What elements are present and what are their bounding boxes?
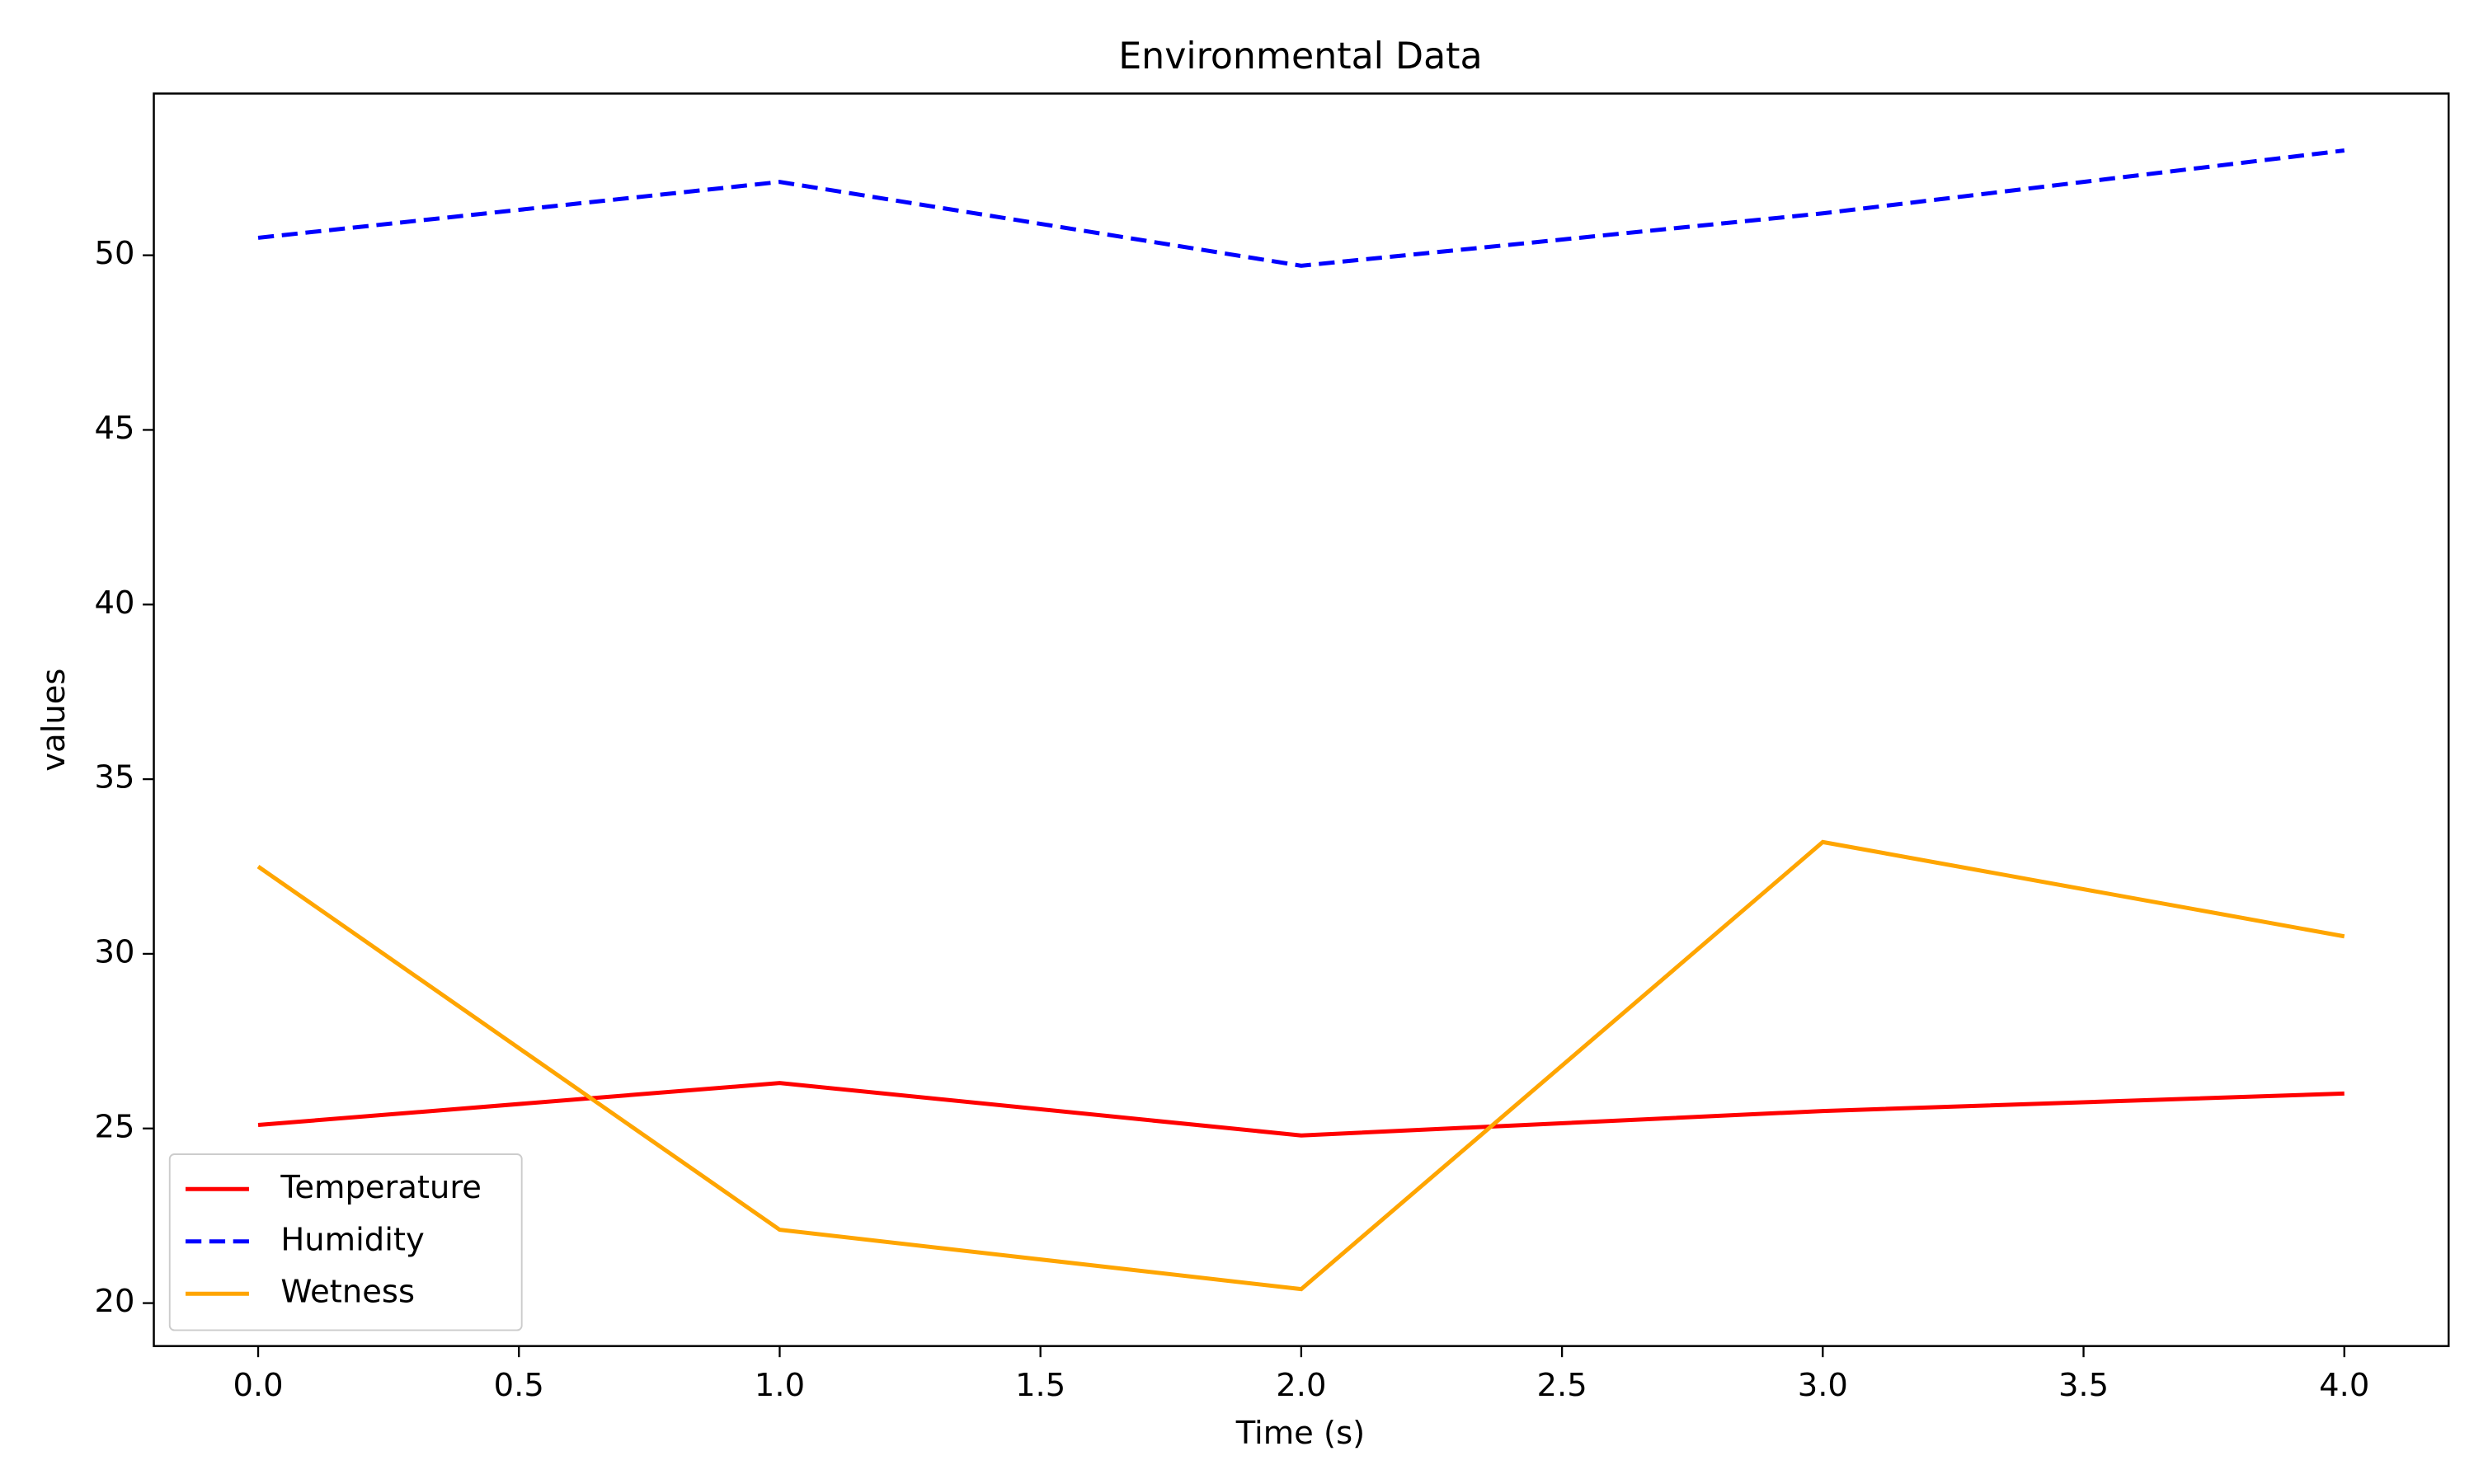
data-line xyxy=(256,839,2345,1292)
data-line xyxy=(257,1081,2345,1138)
y-tick-label: 25 xyxy=(95,1108,135,1145)
x-tick-label: 4.0 xyxy=(2319,1367,2369,1404)
legend-label: Humidity xyxy=(280,1221,424,1258)
data-line xyxy=(257,148,2345,268)
y-tick-label: 45 xyxy=(95,410,135,447)
legend-label: Wetness xyxy=(280,1274,415,1311)
y-tick-label: 30 xyxy=(95,933,135,970)
x-tick-label: 3.5 xyxy=(2058,1367,2109,1404)
legend-label: Temperature xyxy=(280,1169,482,1206)
chart-title: Environmental Data xyxy=(1118,35,1482,77)
y-tick-label: 50 xyxy=(95,235,135,272)
x-tick-label: 3.0 xyxy=(1798,1367,1848,1404)
y-tick-label: 40 xyxy=(95,585,135,622)
x-tick-label: 2.0 xyxy=(1276,1367,1326,1404)
x-axis-label: Time (s) xyxy=(1235,1415,1365,1452)
x-tick-label: 1.0 xyxy=(755,1367,805,1404)
x-tick-label: 0.0 xyxy=(233,1367,283,1404)
x-tick-label: 0.5 xyxy=(494,1367,544,1404)
legend-box xyxy=(168,1153,523,1331)
plot-frame xyxy=(153,92,2450,1347)
y-tick-label: 35 xyxy=(95,759,135,796)
y-axis-label: values xyxy=(35,669,73,772)
x-tick-label: 2.5 xyxy=(1537,1367,1587,1404)
y-tick-label: 20 xyxy=(95,1283,135,1320)
x-tick-label: 1.5 xyxy=(1015,1367,1065,1404)
